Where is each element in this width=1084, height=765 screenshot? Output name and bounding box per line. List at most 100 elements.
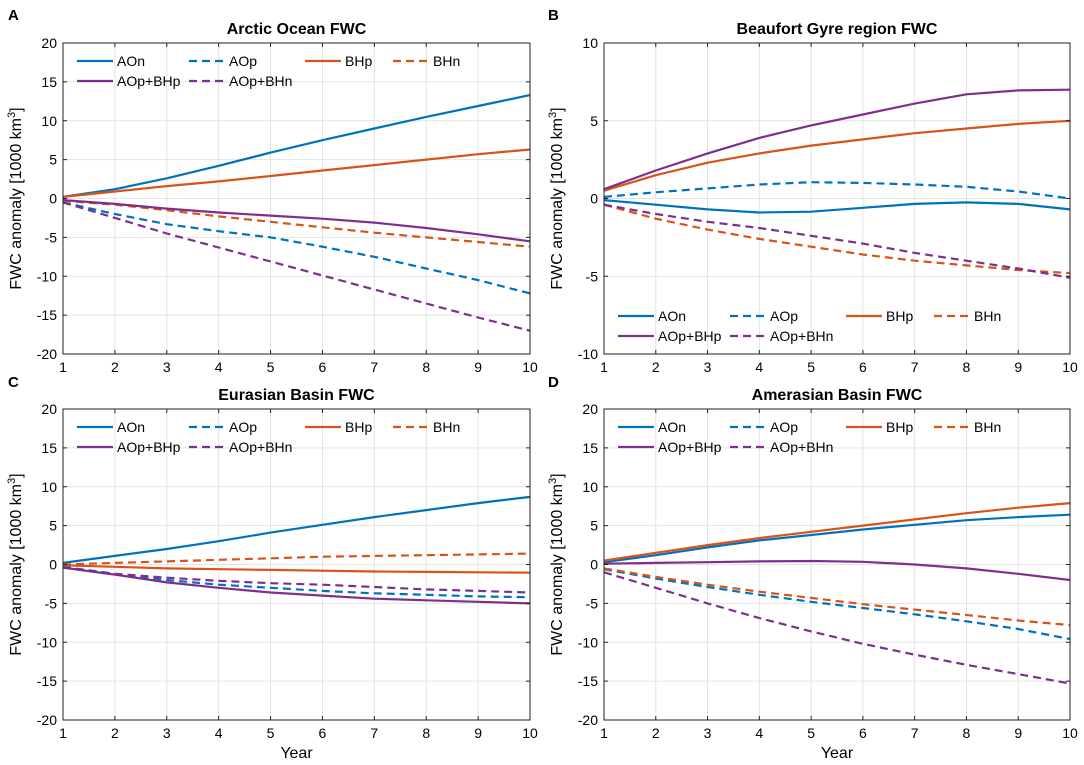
y-axis-label-text: FWC anomaly [1000 km — [549, 484, 566, 656]
y-tick-label: 10 — [41, 479, 57, 495]
chart-title: Beaufort Gyre region FWC — [737, 21, 938, 38]
legend-label: BHn — [974, 308, 1001, 324]
x-tick-label: 7 — [911, 359, 919, 375]
y-tick-label: 5 — [590, 113, 598, 129]
x-tick-label: 3 — [163, 725, 171, 741]
x-tick-label: 10 — [1062, 725, 1078, 741]
x-tick-label: 3 — [704, 359, 712, 375]
x-tick-label: 1 — [600, 725, 608, 741]
x-tick-label: 3 — [704, 725, 712, 741]
x-tick-label: 2 — [652, 725, 660, 741]
x-tick-label: 1 — [600, 359, 608, 375]
y-axis-label: FWC anomaly [1000 km3] — [6, 473, 25, 655]
y-axis-label-text: FWC anomaly [1000 km — [549, 118, 566, 290]
legend-label: BHp — [345, 53, 372, 69]
y-axis-label-sup: 3 — [6, 478, 18, 484]
series-line-bhn — [603, 567, 1071, 627]
legend: AOn AOp BHp BHn AOp+BHp AOp+BHn — [77, 419, 460, 455]
x-tick-label: 10 — [522, 725, 538, 741]
y-tick-label: -15 — [578, 673, 598, 689]
panel-a: A Arctic Ocean FWC 1 2 3 4 5 6 7 8 9 10 20 15 10 5 0 -5 -1… — [6, 7, 538, 375]
y-tick-label: 5 — [49, 518, 57, 534]
y-tick-label: -5 — [45, 595, 58, 611]
panel-letter: D — [548, 374, 559, 391]
y-tick-label: -15 — [37, 673, 57, 689]
y-tick-label: -10 — [37, 634, 57, 650]
legend-label: AOp — [770, 419, 798, 435]
y-tick-label: -20 — [578, 712, 598, 728]
series-line-aop-bhn — [62, 201, 531, 332]
x-tick-label: 8 — [422, 725, 430, 741]
series-group — [603, 88, 1071, 279]
panel-c: C Eurasian Basin FWC 1 2 3 4 5 6 7 8 9 10 20 15 10 5 0 -5… — [6, 374, 538, 762]
series-line-aop-bhp — [62, 566, 531, 605]
x-tick-label: 4 — [755, 359, 763, 375]
legend-label: BHp — [345, 419, 372, 435]
y-tick-label: 20 — [582, 401, 598, 417]
legend-label: AOp+BHn — [770, 328, 833, 344]
x-tick-label: 6 — [859, 359, 867, 375]
y-tick-label: -5 — [45, 229, 58, 245]
legend-label: BHp — [886, 419, 913, 435]
x-tick-label: 4 — [215, 359, 223, 375]
series-line-aop — [62, 201, 531, 295]
chart-title: Amerasian Basin FWC — [752, 387, 923, 404]
grid — [604, 409, 1070, 720]
panel-b: B Beaufort Gyre region FWC 1 2 3 4 5 6 7 8 9 10 10 5 0… — [547, 7, 1078, 375]
x-tick-label: 10 — [1062, 359, 1078, 375]
legend: AOn AOp BHp BHn AOp+BHp AOp+BHn — [618, 308, 1001, 344]
series-line-aon — [62, 94, 531, 198]
x-tick-label: 5 — [807, 359, 815, 375]
y-axis-label-sup: 3 — [547, 478, 559, 484]
x-tick-label: 7 — [911, 725, 919, 741]
x-tick-label: 2 — [111, 359, 119, 375]
series-line-aon — [603, 513, 1071, 564]
legend-label: BHp — [886, 308, 913, 324]
x-tick-label: 10 — [522, 359, 538, 375]
series-line-bhp — [603, 119, 1071, 192]
y-tick-label: 0 — [590, 557, 598, 573]
y-tick-label: -15 — [37, 307, 57, 323]
y-tick-label: -5 — [586, 268, 599, 284]
y-axis-label-sup: 3 — [6, 112, 18, 118]
x-tick-label: 6 — [319, 725, 327, 741]
grid — [63, 409, 530, 720]
legend-label: AOp+BHp — [117, 73, 181, 89]
y-axis-label-end: ] — [549, 107, 566, 111]
legend-label: AOp+BHp — [117, 439, 181, 455]
y-tick-label: 0 — [49, 191, 57, 207]
x-tick-label: 7 — [370, 725, 378, 741]
x-tick-label: 1 — [59, 359, 67, 375]
y-tick-label: 15 — [41, 440, 57, 456]
series-line-bhn — [603, 203, 1071, 275]
y-tick-label: -10 — [578, 634, 598, 650]
series-line-aon — [603, 199, 1071, 214]
x-tick-label: 5 — [267, 359, 275, 375]
legend-label: BHn — [974, 419, 1001, 435]
y-tick-label: -20 — [37, 712, 57, 728]
y-tick-label: -5 — [586, 595, 599, 611]
y-tick-label: -10 — [37, 268, 57, 284]
x-tick-label: 1 — [59, 725, 67, 741]
x-tick-label: 9 — [1014, 359, 1022, 375]
x-tick-label: 7 — [370, 359, 378, 375]
y-tick-label: 10 — [41, 113, 57, 129]
series-group — [603, 502, 1071, 685]
series-line-aop-bhn — [603, 203, 1071, 279]
y-tick-label: 10 — [582, 479, 598, 495]
chart-title: Arctic Ocean FWC — [227, 21, 367, 38]
x-tick-label: 9 — [474, 725, 482, 741]
legend-label: AOp — [229, 419, 257, 435]
legend-label: AOp+BHn — [229, 439, 292, 455]
x-tick-label: 5 — [807, 725, 815, 741]
series-line-bhp — [62, 564, 531, 574]
y-axis-label-end: ] — [8, 107, 25, 111]
y-tick-label: -10 — [578, 346, 598, 362]
series-line-aop-bhn — [62, 566, 531, 594]
x-axis-label: Year — [280, 745, 313, 762]
x-tick-label: 2 — [652, 359, 660, 375]
x-tick-label: 8 — [963, 359, 971, 375]
x-tick-label: 6 — [319, 359, 327, 375]
x-tick-label: 9 — [474, 359, 482, 375]
